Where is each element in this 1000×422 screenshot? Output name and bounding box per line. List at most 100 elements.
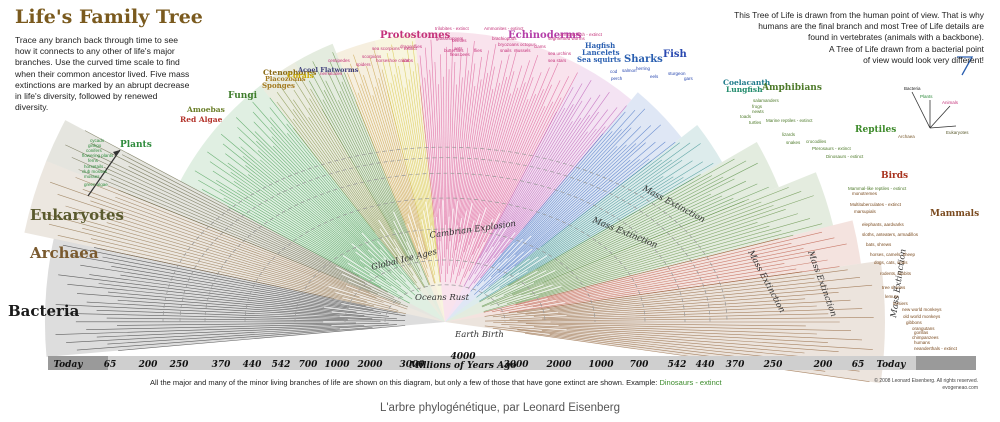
- branch-line: [499, 76, 570, 214]
- branch-line: [412, 71, 441, 283]
- branch-line: [507, 162, 714, 286]
- branch-line: [424, 77, 437, 217]
- species-label: lizards: [782, 132, 796, 137]
- species-label: monotremes: [852, 191, 878, 196]
- branch-line: [62, 244, 366, 307]
- branch-line: [102, 256, 398, 314]
- species-label: ants: [454, 46, 463, 51]
- branch-line: [257, 150, 392, 274]
- timescale-tick-label: 370: [212, 360, 232, 370]
- note-line: humans are the final branch and most Tre…: [758, 21, 984, 32]
- branch-line: [529, 222, 758, 296]
- domain-label-eukaryotes: Eukaryotes: [30, 206, 124, 224]
- domain-label-archaea: Archaea: [29, 244, 99, 262]
- branch-line: [483, 230, 782, 312]
- branch-line: [360, 83, 419, 246]
- branch-line: [86, 322, 389, 330]
- branch-line: [446, 39, 453, 250]
- branch-line: [501, 126, 606, 254]
- branch-line: [543, 201, 762, 285]
- branch-line: [452, 77, 463, 209]
- branch-line: [67, 284, 389, 317]
- species-label: rodents, rabbits: [880, 271, 912, 276]
- branch-line: [404, 87, 431, 235]
- branch-line: [459, 54, 510, 260]
- branch-line: [445, 69, 450, 283]
- branch-line: [541, 330, 805, 354]
- timescale-tick-label: Today: [53, 360, 83, 370]
- branch-line: [454, 48, 518, 284]
- species-label: scorpions: [362, 54, 382, 59]
- branch-line: [222, 143, 402, 287]
- branch-line: [479, 177, 684, 302]
- branch-line: [501, 292, 839, 319]
- species-label: octopus: [520, 42, 537, 47]
- branch-line: [347, 72, 419, 255]
- timescale-left-end: [48, 356, 108, 370]
- branch-line: [425, 47, 442, 274]
- branch-line: [509, 305, 817, 320]
- branch-line: [467, 99, 529, 262]
- branch-line: [455, 79, 482, 251]
- branch-line: [552, 195, 814, 286]
- branch-line: [277, 82, 381, 229]
- branch-line: [463, 60, 503, 235]
- branch-line: [227, 162, 361, 260]
- branch-line: [308, 117, 396, 249]
- branch-line: [323, 90, 408, 251]
- branch-line: [506, 225, 770, 304]
- branch-line: [476, 109, 636, 287]
- branch-line: [492, 277, 861, 318]
- species-label: humans: [914, 340, 931, 345]
- species-label: frogs: [752, 104, 763, 109]
- branch-line: [198, 179, 404, 299]
- group-label-lungfish: Lungfish: [726, 85, 763, 94]
- group-label-placozoans: Placozoans: [265, 75, 306, 83]
- species-label: tarsiers: [893, 301, 909, 306]
- species-label: marsupials: [854, 209, 877, 214]
- bottom-note: All the major and many of the minor livi…: [150, 378, 722, 387]
- branch-line: [468, 87, 519, 245]
- branch-line: [227, 206, 410, 304]
- branch-line: [462, 82, 526, 269]
- branch-line: [434, 61, 444, 266]
- branch-line: [449, 47, 468, 266]
- timescale-right-end: [916, 356, 976, 370]
- species-label: Marine reptiles - extinct: [766, 118, 813, 123]
- branch-line: [464, 71, 515, 252]
- branch-line: [386, 53, 436, 275]
- branch-line: [252, 111, 402, 275]
- intro-text: Trace any branch back through time to se…: [15, 35, 190, 113]
- branch-line: [321, 108, 426, 288]
- species-label: bryozoans: [498, 42, 520, 47]
- branch-line: [339, 90, 419, 264]
- branch-line: [209, 161, 365, 268]
- branch-line: [481, 198, 750, 308]
- branch-line: [516, 176, 724, 285]
- branch-line: [525, 193, 712, 284]
- branch-line: [498, 209, 786, 305]
- branch-line: [485, 104, 574, 253]
- species-label: newts: [752, 109, 765, 114]
- species-label: mussels: [514, 48, 531, 53]
- branch-line: [533, 326, 828, 343]
- species-label: elephants, aardvarks: [862, 222, 905, 227]
- branch-line: [71, 255, 342, 304]
- timescale-center-value: 4000: [450, 352, 476, 362]
- branch-line: [508, 268, 797, 313]
- branch-line: [495, 178, 735, 298]
- amphibians-wedge: [445, 142, 779, 322]
- branch-line: [490, 144, 627, 278]
- species-label: nematodes: [320, 71, 343, 76]
- era-label-earth-birth: Earth Birth: [454, 330, 504, 340]
- branch-line: [230, 171, 413, 300]
- branch-line: [458, 65, 523, 276]
- branch-line: [103, 166, 372, 289]
- branch-line: [511, 186, 769, 295]
- timescale-tick-label: 3000: [399, 360, 425, 370]
- branch-line: [96, 325, 365, 338]
- group-label-coelacanth: Coelacanth: [723, 78, 771, 87]
- branch-line: [363, 74, 428, 269]
- timescale-tick-label: 2000: [356, 360, 383, 370]
- branch-line: [65, 205, 329, 287]
